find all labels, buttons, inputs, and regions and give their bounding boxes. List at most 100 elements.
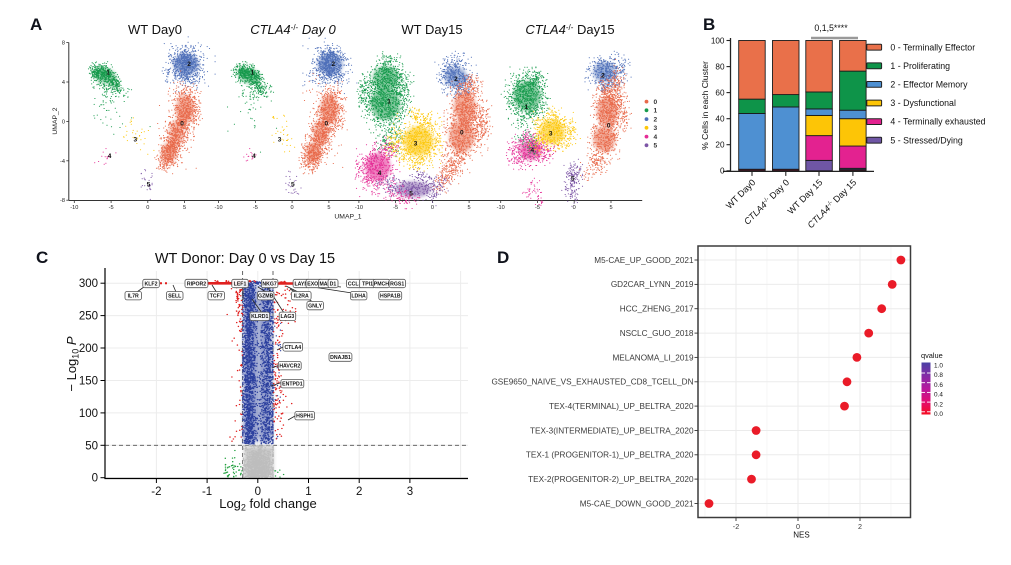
svg-text:5: 5 (147, 182, 151, 189)
svg-text:5: 5 (291, 182, 295, 189)
svg-text:IL7R: IL7R (128, 294, 139, 300)
svg-text:0: 0 (92, 473, 98, 485)
svg-text:0: 0 (796, 522, 800, 531)
svg-text:CTLA4-/- Day 0: CTLA4-/- Day 0 (250, 22, 336, 37)
svg-text:0: 0 (146, 205, 149, 211)
svg-text:M5-CAE_DOWN_GOOD_2021: M5-CAE_DOWN_GOOD_2021 (580, 499, 694, 508)
svg-text:5: 5 (571, 176, 575, 183)
svg-text:DNAJB1: DNAJB1 (330, 355, 351, 361)
svg-text:2: 2 (331, 61, 335, 68)
svg-text:3: 3 (654, 125, 658, 132)
svg-text:B: B (703, 15, 715, 34)
svg-text:0: 0 (654, 99, 658, 106)
svg-text:0: 0 (62, 119, 65, 125)
svg-text:− Log10 P: − Log10 P (64, 336, 81, 392)
svg-text:1 - Proliferating: 1 - Proliferating (890, 61, 950, 71)
svg-text:2: 2 (356, 486, 362, 498)
svg-text:250: 250 (79, 311, 98, 323)
svg-text:200: 200 (79, 343, 98, 355)
svg-text:HAVCR2: HAVCR2 (279, 364, 300, 370)
svg-text:GSE9650_NAIVE_VS_EXHAUSTED_CD8: GSE9650_NAIVE_VS_EXHAUSTED_CD8_TCELL_DN (491, 378, 693, 387)
svg-text:3: 3 (549, 130, 553, 137)
svg-text:MELANOMA_LI_2019: MELANOMA_LI_2019 (612, 353, 693, 362)
svg-text:60: 60 (715, 88, 725, 97)
svg-text:0: 0 (460, 129, 464, 136)
svg-text:1: 1 (305, 486, 311, 498)
svg-text:20: 20 (715, 141, 725, 150)
svg-text:2: 2 (454, 76, 458, 83)
svg-text:ENTPD1: ENTPD1 (282, 382, 303, 388)
svg-text:KLRD1: KLRD1 (251, 314, 268, 320)
svg-text:-10: -10 (70, 205, 78, 211)
svg-text:-2: -2 (151, 486, 161, 498)
svg-text:5: 5 (183, 205, 186, 211)
svg-text:4: 4 (654, 134, 658, 141)
svg-text:LDHA: LDHA (351, 294, 366, 300)
svg-text:0: 0 (573, 205, 576, 211)
svg-text:80: 80 (715, 62, 725, 71)
svg-text:5 - Stressed/Dying: 5 - Stressed/Dying (890, 135, 962, 145)
svg-text:0 - Terminally Effector: 0 - Terminally Effector (890, 42, 975, 52)
svg-text:-8: -8 (60, 198, 65, 204)
svg-text:300: 300 (79, 278, 98, 290)
svg-text:TCF7: TCF7 (210, 294, 223, 300)
svg-text:-5: -5 (535, 205, 540, 211)
svg-text:GZMB: GZMB (258, 294, 274, 300)
svg-text:5: 5 (468, 205, 471, 211)
svg-text:3 - Dysfunctional: 3 - Dysfunctional (890, 98, 956, 108)
svg-text:RGS1: RGS1 (390, 281, 404, 287)
svg-text:D1: D1 (330, 281, 337, 287)
svg-text:A: A (30, 15, 42, 34)
svg-text:3: 3 (407, 486, 413, 498)
svg-text:NKG7: NKG7 (262, 281, 277, 287)
svg-text:2: 2 (654, 116, 658, 123)
svg-text:100: 100 (79, 408, 98, 420)
svg-text:WT Day0: WT Day0 (128, 22, 182, 37)
svg-text:HCC_ZHENG_2017: HCC_ZHENG_2017 (620, 305, 694, 314)
svg-text:-4: -4 (60, 159, 65, 165)
svg-text:UMAP_2: UMAP_2 (52, 107, 59, 134)
svg-text:1: 1 (387, 98, 391, 105)
svg-text:0.0: 0.0 (934, 411, 943, 418)
svg-text:NES: NES (793, 531, 809, 540)
svg-text:4: 4 (530, 147, 534, 154)
svg-text:5: 5 (327, 205, 330, 211)
svg-text:2: 2 (858, 522, 862, 531)
svg-text:0.8: 0.8 (934, 372, 943, 379)
svg-text:LAG3: LAG3 (280, 314, 294, 320)
svg-text:TEX-2(PROGENITOR-2)_UP_BELTRA_: TEX-2(PROGENITOR-2)_UP_BELTRA_2020 (528, 475, 694, 484)
svg-text:LAYN: LAYN (294, 281, 308, 287)
svg-text:HSPA1B: HSPA1B (380, 294, 401, 300)
svg-text:EXO1: EXO1 (307, 281, 321, 287)
svg-text:5: 5 (609, 205, 612, 211)
svg-text:1: 1 (106, 69, 110, 76)
svg-text:PMCH: PMCH (374, 281, 390, 287)
svg-text:50: 50 (85, 440, 98, 452)
svg-text:4: 4 (252, 153, 256, 160)
svg-text:1.0: 1.0 (934, 363, 943, 370)
svg-text:0: 0 (607, 123, 611, 130)
svg-text:-10: -10 (497, 205, 505, 211)
svg-text:CTLA4-/- Day15: CTLA4-/- Day15 (525, 22, 614, 37)
svg-text:4: 4 (62, 80, 65, 86)
svg-text:WT Day15: WT Day15 (401, 22, 462, 37)
svg-text:NSCLC_GUO_2018: NSCLC_GUO_2018 (620, 329, 694, 338)
svg-text:TEX-3(INTERMEDIATE)_UP_BELTRA_: TEX-3(INTERMEDIATE)_UP_BELTRA_2020 (530, 426, 694, 435)
svg-text:-2: -2 (733, 522, 739, 531)
svg-text:4: 4 (378, 170, 382, 177)
svg-text:0: 0 (324, 121, 328, 128)
svg-text:CCL3: CCL3 (348, 281, 362, 287)
svg-text:TEX-4(TERMINAL)_UP_BELTRA_2020: TEX-4(TERMINAL)_UP_BELTRA_2020 (549, 402, 694, 411)
svg-text:4: 4 (108, 153, 112, 160)
svg-text:0: 0 (291, 205, 294, 211)
svg-text:HSPH1: HSPH1 (296, 414, 313, 420)
svg-text:0.4: 0.4 (934, 392, 943, 399)
svg-text:2: 2 (187, 61, 191, 68)
svg-text:-10: -10 (355, 205, 363, 211)
svg-text:% Cells in each Cluster: % Cells in each Cluster (700, 61, 710, 150)
svg-text:0: 0 (431, 205, 434, 211)
svg-text:-5: -5 (109, 205, 114, 211)
svg-text:0: 0 (255, 486, 261, 498)
svg-text:Log2 fold change: Log2 fold change (219, 496, 317, 513)
svg-text:qvalue: qvalue (921, 351, 943, 360)
